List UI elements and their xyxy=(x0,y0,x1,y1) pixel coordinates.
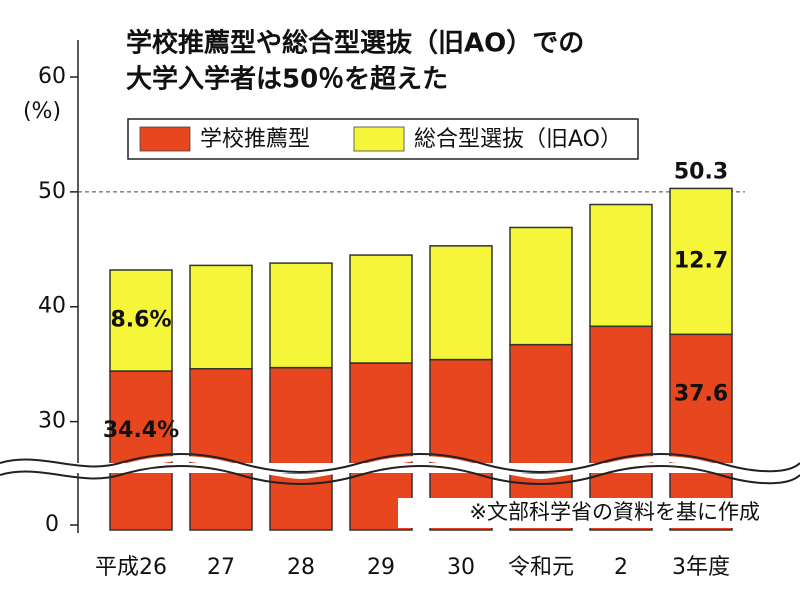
x-tick-label: 30 xyxy=(447,555,475,580)
data-label: 34.4% xyxy=(103,418,179,443)
note: ※文部科学省の資料を基に作成 xyxy=(469,500,760,524)
bar-segment xyxy=(109,269,173,372)
data-label: 12.7 xyxy=(674,248,728,273)
y-tick-label: 50 xyxy=(38,179,66,204)
data-label: 37.6 xyxy=(674,381,728,406)
bar-segment xyxy=(269,262,333,369)
y-axis-label: (%) xyxy=(23,99,61,124)
axis-break-line xyxy=(0,453,800,473)
bar-segment xyxy=(589,325,653,531)
x-tick-label: 27 xyxy=(207,555,235,580)
axis-break-line xyxy=(0,465,800,485)
bar-segment xyxy=(349,254,413,364)
bar-segment xyxy=(429,245,493,361)
bar-segment xyxy=(109,370,173,531)
y-tick-label: 40 xyxy=(38,294,66,319)
bar-segment xyxy=(189,264,253,370)
x-tick-label: 令和元 xyxy=(508,555,574,580)
x-tick-label: 平成26 xyxy=(95,555,167,580)
bar-segment xyxy=(669,333,733,531)
chart-title: 大学入学者は50％を超えた xyxy=(126,64,448,95)
bar-segment xyxy=(589,203,653,328)
x-tick-label: 28 xyxy=(287,555,315,580)
y-tick-label: 0 xyxy=(45,512,59,537)
data-label: 8.6% xyxy=(110,308,171,333)
legend-label: 学校推薦型 xyxy=(200,127,310,152)
total-label: 50.3 xyxy=(674,159,728,184)
legend-swatch xyxy=(353,126,405,152)
y-tick-label: 30 xyxy=(38,409,66,434)
bar-segment xyxy=(269,366,333,531)
bar-segment xyxy=(669,187,733,336)
y-tick-label: 60 xyxy=(38,64,66,89)
x-tick-label: 29 xyxy=(367,555,395,580)
axis-break xyxy=(0,456,800,479)
x-tick-label: 2 xyxy=(614,555,628,580)
legend-label: 総合型選抜（旧AO） xyxy=(414,127,622,152)
bar-segment xyxy=(509,226,573,346)
chart-title: 学校推薦型や総合型選抜（旧AO）での xyxy=(126,28,584,59)
note-background xyxy=(398,498,768,528)
legend-swatch xyxy=(139,126,191,152)
bar-segment xyxy=(189,368,253,531)
x-tick-label: 3年度 xyxy=(672,555,730,580)
